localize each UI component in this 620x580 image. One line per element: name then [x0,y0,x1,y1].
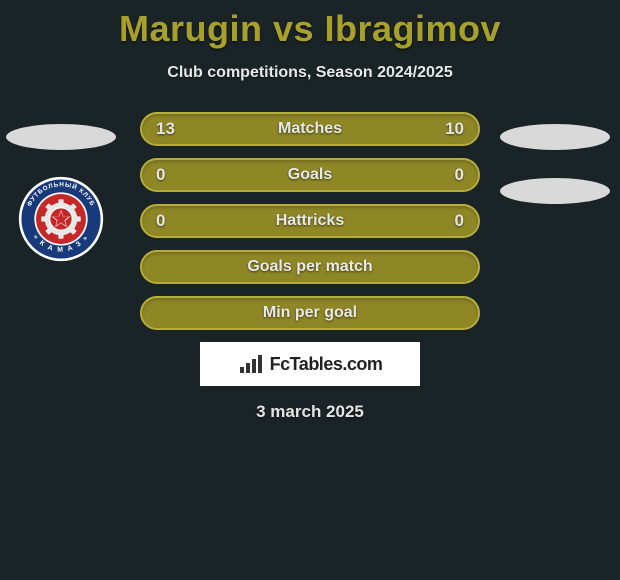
stat-right-value: 10 [445,119,464,139]
stat-left-value: 0 [156,165,165,185]
stat-label: Hattricks [276,212,344,230]
stat-right-value: 0 [455,211,464,231]
date-text: 3 march 2025 [0,402,620,422]
stat-row-min-per-goal: Min per goal [140,296,480,330]
page-title: Marugin vs Ibragimov [0,0,620,50]
stat-left-value: 0 [156,211,165,231]
comparison-bars: 13 Matches 10 0 Goals 0 0 Hattricks 0 Go… [140,112,480,330]
bar-chart-icon [238,353,264,375]
stat-row-goals-per-match: Goals per match [140,250,480,284]
stat-row-goals: 0 Goals 0 [140,158,480,192]
stat-left-value: 13 [156,119,175,139]
page-subtitle: Club competitions, Season 2024/2025 [0,64,620,82]
stat-label: Goals per match [247,258,372,276]
stat-label: Matches [278,120,342,138]
branding-text: FcTables.com [270,354,383,375]
stat-label: Goals [288,166,332,184]
stat-right-value: 0 [455,165,464,185]
stat-row-matches: 13 Matches 10 [140,112,480,146]
branding-box: FcTables.com [200,342,420,386]
stat-label: Min per goal [263,304,357,322]
stat-row-hattricks: 0 Hattricks 0 [140,204,480,238]
